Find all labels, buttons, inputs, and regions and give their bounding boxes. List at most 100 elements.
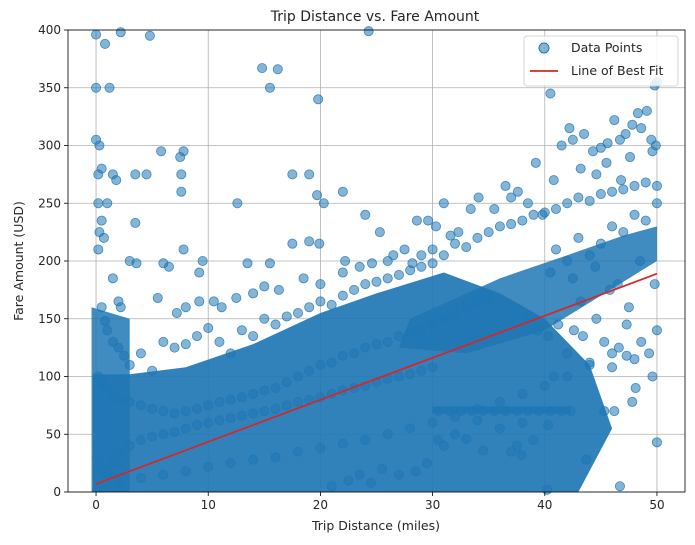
data-point (360, 342, 371, 353)
data-point (158, 336, 169, 347)
data-point (115, 27, 126, 38)
data-point (374, 227, 385, 238)
data-point (315, 279, 326, 290)
data-point (500, 180, 511, 191)
data-point (416, 365, 427, 376)
data-point (539, 380, 550, 391)
data-point (214, 396, 225, 407)
data-point (315, 443, 326, 454)
data-point (483, 292, 494, 303)
data-point (450, 238, 461, 249)
data-point (573, 232, 584, 243)
data-point (393, 469, 404, 480)
data-point (647, 371, 658, 382)
data-point (113, 446, 124, 457)
data-point (472, 232, 483, 243)
data-point (130, 169, 141, 180)
data-point (158, 406, 169, 417)
data-point (135, 435, 146, 446)
data-point (607, 186, 618, 197)
data-point (180, 466, 191, 477)
data-point (568, 325, 579, 336)
data-point (595, 142, 606, 153)
data-point (171, 307, 182, 318)
data-point (113, 342, 124, 353)
data-point (627, 119, 638, 130)
data-point (107, 458, 118, 469)
data-point (575, 163, 586, 174)
data-point (272, 64, 283, 75)
data-point (371, 276, 382, 287)
data-point (577, 331, 588, 342)
data-point (292, 307, 303, 318)
data-point (304, 236, 315, 247)
data-point (651, 325, 662, 336)
data-point (124, 396, 135, 407)
axis-ticks: 0 10 20 30 40 50 0 50 100 150 200 250 300 350 400 (38, 23, 665, 512)
data-point (651, 437, 662, 448)
data-point (102, 325, 113, 336)
data-point (647, 146, 658, 157)
data-point (318, 198, 329, 209)
data-point (405, 327, 416, 338)
data-point (203, 400, 214, 411)
data-point (382, 336, 393, 347)
data-point (91, 82, 102, 93)
data-point (259, 281, 270, 292)
data-point (192, 331, 203, 342)
data-point (360, 435, 371, 446)
data-point (564, 123, 575, 134)
data-point (119, 350, 130, 361)
data-point (621, 350, 632, 361)
data-point (147, 365, 158, 376)
data-point (427, 362, 438, 373)
data-point (506, 192, 517, 203)
data-point (115, 302, 126, 313)
data-point (363, 26, 374, 37)
data-point (242, 258, 253, 269)
legend-label-best-fit: Line of Best Fit (571, 63, 663, 78)
data-point (472, 415, 483, 426)
data-point (405, 369, 416, 380)
data-point (214, 415, 225, 426)
data-point (96, 302, 107, 313)
data-point (91, 29, 102, 40)
data-point (130, 217, 141, 228)
data-point (489, 406, 500, 417)
data-point (595, 189, 606, 200)
data-point (349, 348, 360, 359)
data-point (314, 238, 325, 249)
data-point (147, 431, 158, 442)
x-tick-label: 50 (649, 498, 664, 512)
data-point (601, 157, 612, 168)
data-point (623, 302, 634, 313)
data-point (248, 331, 259, 342)
data-point (192, 420, 203, 431)
data-point (625, 152, 636, 163)
data-point (640, 177, 651, 188)
data-point (516, 450, 527, 461)
data-point (393, 371, 404, 382)
data-point (304, 302, 315, 313)
data-point (522, 198, 533, 209)
data-point (203, 417, 214, 428)
data-point (506, 446, 517, 457)
y-tick-label: 150 (38, 312, 61, 326)
best-fit-line (95, 272, 658, 485)
data-point (543, 331, 554, 342)
data-point (158, 429, 169, 440)
data-point (158, 469, 169, 480)
data-point (629, 180, 640, 191)
data-point (214, 336, 225, 347)
data-point (621, 319, 632, 330)
x-axis-title: Trip Distance (miles) (311, 518, 440, 533)
data-point (337, 186, 348, 197)
y-tick-label: 400 (38, 23, 61, 37)
data-point (180, 406, 191, 417)
data-point (641, 105, 652, 116)
data-point (236, 410, 247, 421)
data-point (433, 406, 444, 417)
data-point (257, 63, 268, 74)
data-point (248, 408, 259, 419)
